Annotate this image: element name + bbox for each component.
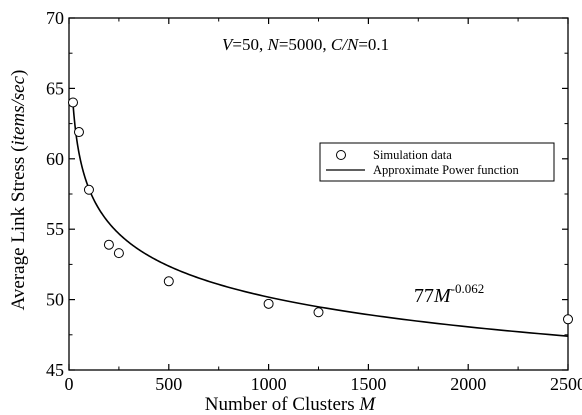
y-tick-label: 70 xyxy=(46,8,64,28)
x-tick-label: 1000 xyxy=(251,374,287,394)
y-tick-label: 55 xyxy=(46,219,64,239)
simulation-data-point xyxy=(313,307,324,318)
simulation-data-point xyxy=(83,184,94,195)
simulation-data-point xyxy=(73,127,84,138)
power-function-curve xyxy=(72,103,569,337)
legend-circle-marker xyxy=(336,150,346,160)
x-tick-label: 0 xyxy=(65,374,74,394)
fit-equation-label: 77M-0.062 xyxy=(414,281,484,307)
x-tick-label: 2000 xyxy=(450,374,486,394)
parameter-annotation: V=50, N=5000, C/N=0.1 xyxy=(222,35,389,54)
y-axis-ticks: 45 50 55 60 65 70 xyxy=(46,8,568,380)
simulation-data-point xyxy=(263,298,274,309)
y-tick-label: 60 xyxy=(46,149,64,169)
plot-area xyxy=(67,17,573,371)
legend-box xyxy=(319,142,555,182)
simulation-data-point xyxy=(67,97,78,108)
simulation-data-point xyxy=(563,314,573,325)
y-axis-label: Average Link Stress (items/sec) xyxy=(8,70,29,311)
legend-label-simulation: Simulation data xyxy=(373,148,452,162)
legend: Simulation data Approximate Power functi… xyxy=(319,142,555,182)
x-tick-label: 1500 xyxy=(350,374,386,394)
x-tick-label: 2500 xyxy=(550,374,582,394)
y-tick-label: 50 xyxy=(46,290,64,310)
simulation-data-point xyxy=(103,239,114,250)
y-tick-label: 45 xyxy=(46,360,64,380)
x-tick-label: 500 xyxy=(155,374,182,394)
y-tick-label: 65 xyxy=(46,78,64,98)
legend-label-power: Approximate Power function xyxy=(373,163,520,177)
simulation-data-point xyxy=(113,248,124,259)
x-axis-ticks: 0 500 1000 1500 2000 2500 xyxy=(65,18,582,394)
simulation-data-point xyxy=(163,276,174,287)
x-axis-label: Number of Clusters M xyxy=(205,394,377,415)
